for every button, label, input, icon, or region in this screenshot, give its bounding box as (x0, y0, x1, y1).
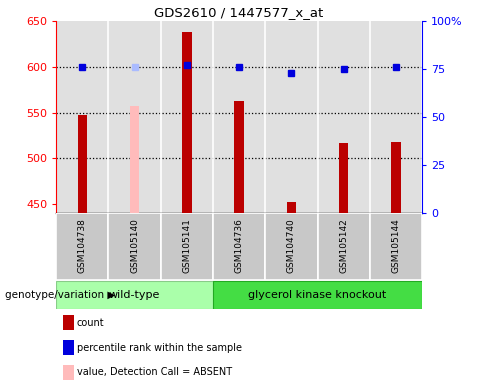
Bar (318, 213, 370, 280)
Bar (213, 281, 422, 309)
Text: GSM104740: GSM104740 (287, 218, 296, 273)
Bar (130, 106, 139, 213)
Text: genotype/variation ▶: genotype/variation ▶ (5, 290, 115, 300)
Bar (56, 281, 213, 309)
Text: GSM104738: GSM104738 (78, 218, 87, 273)
Text: GSM105141: GSM105141 (183, 218, 191, 273)
Bar (234, 101, 244, 213)
Text: percentile rank within the sample: percentile rank within the sample (77, 343, 242, 353)
Bar (108, 213, 161, 280)
Text: GSM105140: GSM105140 (130, 218, 139, 273)
Bar (56, 213, 108, 280)
Bar (265, 213, 318, 280)
Text: GSM105144: GSM105144 (391, 218, 401, 273)
Title: GDS2610 / 1447577_x_at: GDS2610 / 1447577_x_at (155, 5, 324, 18)
Text: GSM105142: GSM105142 (339, 218, 348, 273)
Bar (370, 213, 422, 280)
Bar (391, 142, 401, 213)
Bar (182, 32, 191, 213)
Text: count: count (77, 318, 104, 328)
Text: wild-type: wild-type (109, 290, 160, 300)
Text: GSM104736: GSM104736 (235, 218, 244, 273)
Bar (78, 115, 87, 213)
Bar (213, 213, 265, 280)
Bar (287, 202, 296, 213)
Text: glycerol kinase knockout: glycerol kinase knockout (248, 290, 386, 300)
Bar (161, 213, 213, 280)
Text: value, Detection Call = ABSENT: value, Detection Call = ABSENT (77, 367, 232, 377)
Bar (339, 143, 348, 213)
